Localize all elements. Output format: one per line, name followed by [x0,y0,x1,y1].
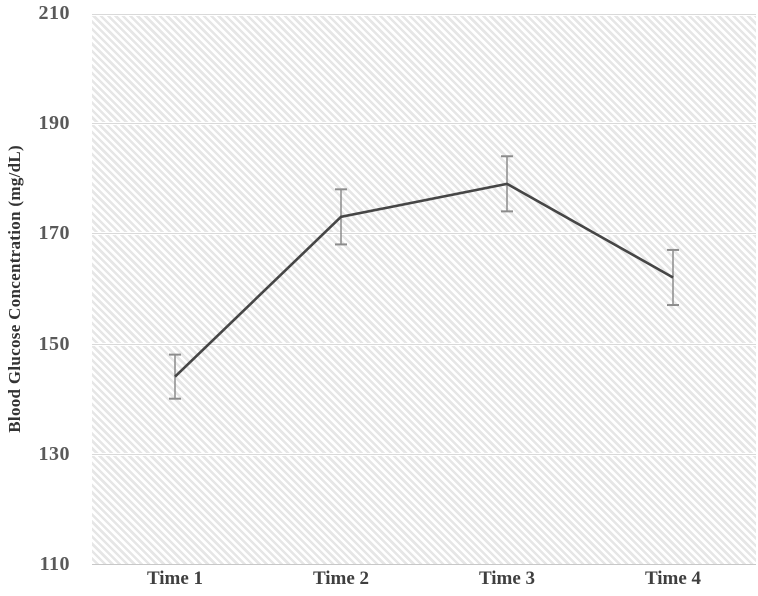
y-tick-label-170: 170 [38,222,70,245]
series-svg [169,155,679,400]
x-tick-label-2: Time 2 [312,568,370,589]
x-tick-label-1: Time 1 [146,568,204,589]
y-tick-label-150: 150 [38,332,70,355]
y-axis-title-text: Blood Glucose Concentration (mg/dL) [5,144,24,433]
y-tick-label-210: 210 [38,2,70,24]
y-tick-label-190: 190 [38,112,70,135]
plot-area [92,13,756,565]
y-tick-label-130: 130 [38,442,70,465]
x-tick-label-4: Time 4 [644,568,702,589]
y-axis-title: Blood Glucose Concentration (mg/dL) [0,13,30,564]
series-line-blood-glucose-concentration [174,182,674,378]
x-tick-label-3: Time 3 [478,568,536,589]
y-tick-label-110: 110 [39,553,70,575]
